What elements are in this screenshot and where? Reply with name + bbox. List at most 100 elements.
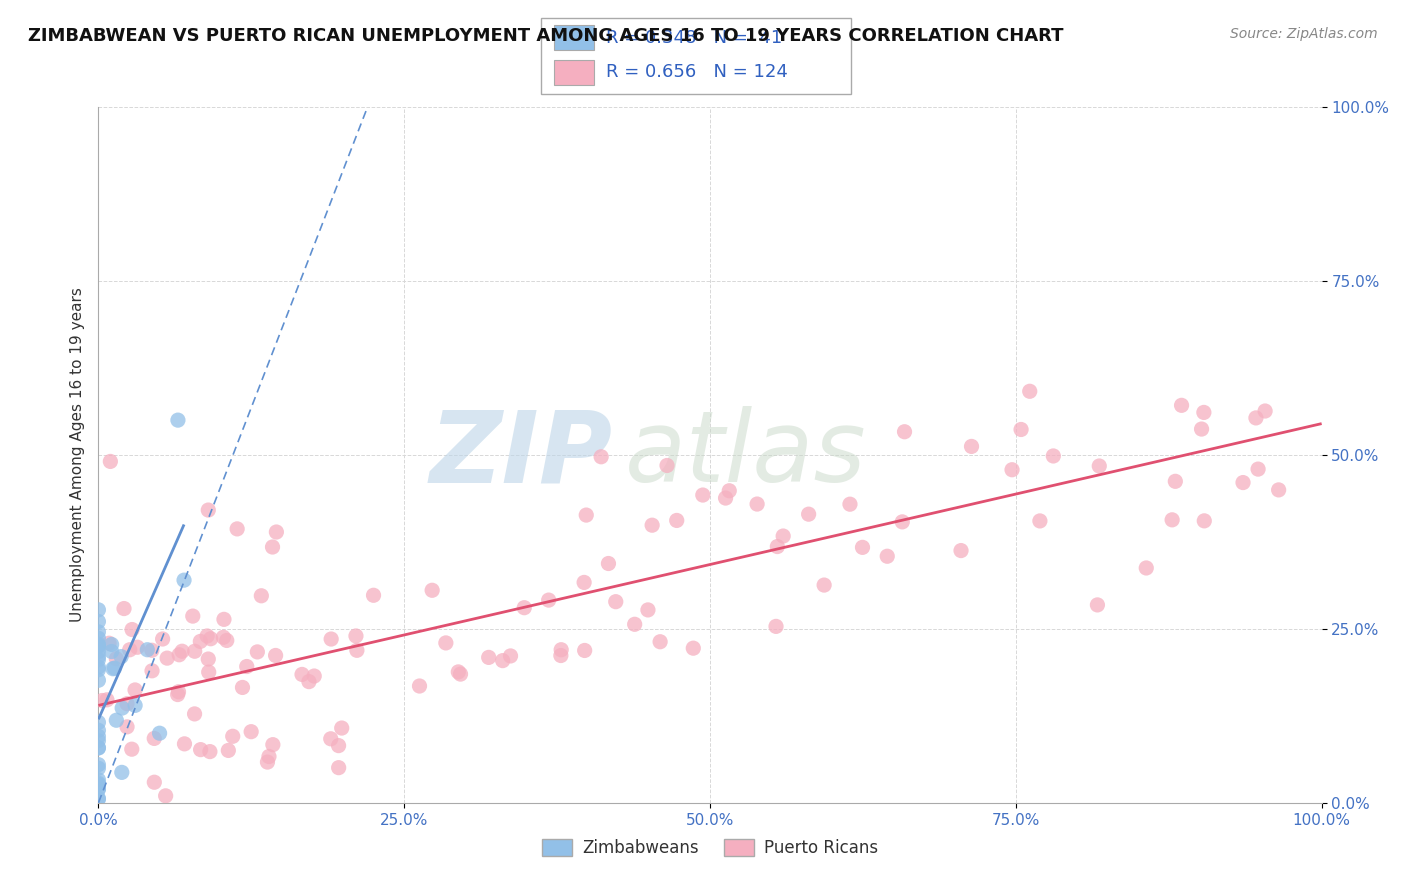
Point [87, 673, 110, 688]
Point [1247, 462, 1270, 476]
Point [127, 640, 149, 655]
Point [87, 776, 110, 790]
Point [319, 731, 342, 746]
Point [1042, 449, 1064, 463]
Point [1192, 405, 1215, 419]
Point [839, 497, 862, 511]
Point [851, 541, 873, 555]
Point [876, 549, 898, 564]
Point [87, 777, 110, 791]
Point [682, 641, 704, 656]
Point [105, 652, 128, 666]
Point [591, 450, 613, 464]
Point [772, 529, 794, 543]
Point [262, 540, 284, 554]
Point [217, 743, 239, 757]
Point [87, 740, 110, 755]
Point [226, 522, 249, 536]
Point [1161, 513, 1184, 527]
Point [550, 642, 572, 657]
FancyBboxPatch shape [541, 18, 851, 94]
Point [262, 738, 284, 752]
Point [87, 652, 110, 666]
Point [641, 518, 664, 533]
Point [718, 483, 741, 498]
Point [152, 632, 174, 646]
Point [115, 697, 138, 711]
Point [766, 540, 789, 554]
Point [183, 706, 205, 721]
Point [87, 649, 110, 664]
Point [197, 503, 219, 517]
Point [298, 674, 321, 689]
Point [167, 684, 190, 698]
Point [257, 749, 280, 764]
Point [598, 557, 620, 571]
Point [143, 731, 166, 746]
Point [155, 789, 177, 803]
Text: atlas: atlas [624, 407, 866, 503]
Point [141, 664, 163, 678]
Point [574, 643, 596, 657]
Point [190, 742, 212, 756]
Point [605, 595, 627, 609]
Point [891, 515, 914, 529]
Point [118, 642, 141, 657]
Point [121, 742, 143, 756]
Point [188, 634, 211, 648]
Point [200, 632, 222, 646]
Point [499, 648, 522, 663]
Point [447, 665, 470, 679]
Point [121, 623, 143, 637]
Point [1029, 514, 1052, 528]
Point [198, 745, 221, 759]
Point [1244, 411, 1267, 425]
Point [1194, 514, 1216, 528]
Text: Source: ZipAtlas.com: Source: ZipAtlas.com [1230, 27, 1378, 41]
Point [321, 632, 343, 646]
Point [537, 593, 560, 607]
Point [87, 733, 110, 747]
Point [1001, 463, 1024, 477]
Point [149, 726, 172, 740]
Point [167, 413, 190, 427]
Point [550, 648, 572, 663]
Point [513, 600, 536, 615]
Point [665, 513, 688, 527]
Point [212, 612, 235, 626]
Point [112, 601, 135, 615]
Point [87, 730, 110, 744]
Point [492, 654, 515, 668]
Point [950, 543, 973, 558]
Text: ZIP: ZIP [429, 407, 612, 503]
Point [450, 667, 472, 681]
Point [87, 631, 110, 645]
Point [110, 649, 132, 664]
Point [1087, 598, 1109, 612]
Point [478, 650, 501, 665]
Point [181, 609, 204, 624]
Point [256, 755, 278, 769]
Point [1164, 475, 1187, 489]
Point [197, 652, 219, 666]
Point [87, 723, 110, 738]
Point [1232, 475, 1254, 490]
Point [215, 633, 238, 648]
Point [87, 640, 110, 654]
Point [173, 737, 195, 751]
Point [87, 663, 110, 677]
Point [572, 575, 595, 590]
Point [328, 761, 350, 775]
Point [87, 660, 110, 674]
Point [637, 603, 659, 617]
Point [231, 681, 253, 695]
Point [692, 488, 714, 502]
Point [87, 639, 110, 653]
Point [136, 642, 159, 657]
Point [87, 791, 110, 805]
Point [195, 629, 218, 643]
Point [714, 491, 737, 505]
Point [745, 497, 768, 511]
FancyBboxPatch shape [554, 61, 593, 85]
Point [87, 782, 110, 797]
